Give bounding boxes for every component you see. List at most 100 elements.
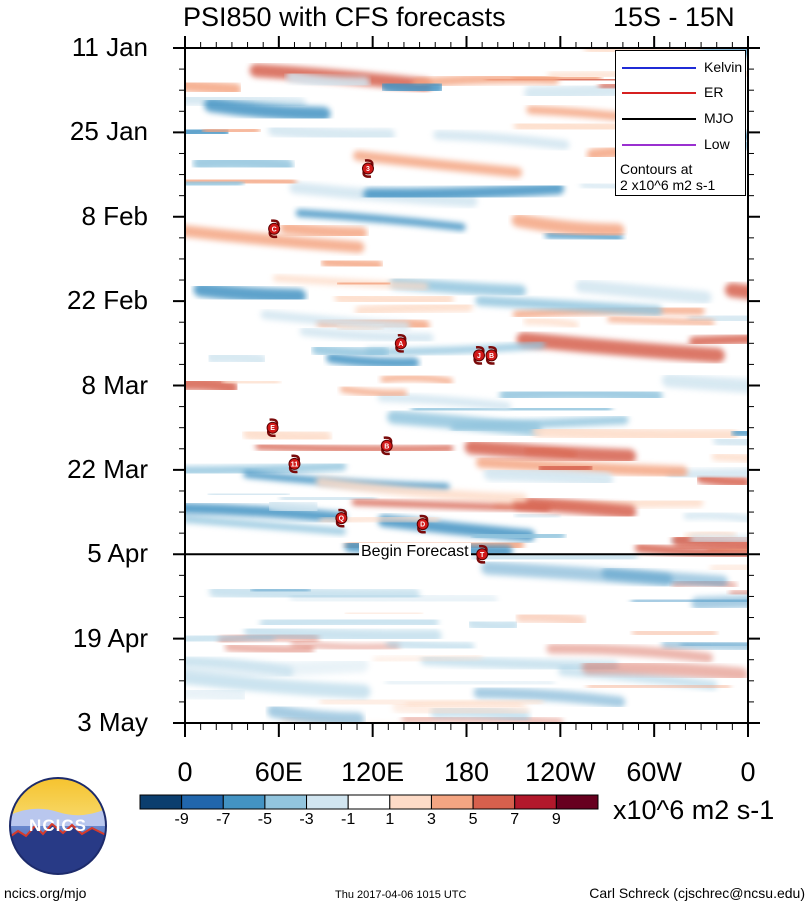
negative-anomaly-band xyxy=(475,295,663,316)
negative-anomaly-band xyxy=(285,70,371,89)
positive-anomaly-band xyxy=(464,439,637,464)
positive-anomaly-band xyxy=(185,225,365,253)
begin-forecast-label: Begin Forecast xyxy=(359,543,471,562)
storm-label: T xyxy=(480,552,485,559)
negative-anomaly-band xyxy=(185,177,244,190)
positive-anomaly-band xyxy=(709,562,748,575)
legend-label-mjo: MJO xyxy=(704,110,734,126)
negative-anomaly-band xyxy=(185,658,369,680)
colorbar-tick-label: -7 xyxy=(216,811,231,828)
negative-anomaly-band xyxy=(661,640,748,651)
y-tick-label: 19 Apr xyxy=(72,622,148,653)
x-tick-label: 0 xyxy=(177,757,193,787)
logo-text: NCICS xyxy=(29,816,87,835)
positive-anomaly-band xyxy=(689,333,748,347)
footer-author: Carl Schreck (cjschrec@ncsu.edu) xyxy=(589,885,805,901)
legend-note-line-2: 2 x10^6 m2 s-1 xyxy=(620,177,716,193)
positive-anomaly-band xyxy=(512,495,637,519)
positive-anomaly-band xyxy=(711,452,748,463)
positive-anomaly-band xyxy=(351,498,551,512)
colorbar-tick-label: 3 xyxy=(427,811,436,828)
negative-anomaly-band xyxy=(689,535,748,544)
positive-anomaly-band xyxy=(353,150,523,178)
positive-anomaly-band xyxy=(279,221,368,240)
positive-anomaly-band xyxy=(728,589,748,598)
negative-anomaly-band xyxy=(209,584,421,603)
negative-anomaly-band xyxy=(666,467,748,481)
colorbar-tick-label: -9 xyxy=(174,811,189,828)
positive-anomaly-band xyxy=(405,696,523,712)
legend-item-kelvin: Kelvin xyxy=(620,59,744,77)
y-tick-label: 22 Feb xyxy=(67,285,148,316)
positive-anomaly-band xyxy=(334,290,454,307)
negative-anomaly-band xyxy=(185,461,347,476)
colorbar-swatch xyxy=(139,794,183,810)
positive-anomaly-band xyxy=(523,317,579,329)
negative-anomaly-band xyxy=(499,386,663,403)
colorbar-tick-label: -5 xyxy=(257,811,273,828)
colorbar-swatch xyxy=(264,794,308,810)
colorbar xyxy=(139,794,599,810)
y-tick-label: 22 Mar xyxy=(67,453,148,484)
negative-anomaly-band xyxy=(267,123,396,142)
negative-anomaly-band xyxy=(661,373,748,394)
negative-anomaly-band xyxy=(481,561,673,587)
colorbar-tick-label: 1 xyxy=(385,811,395,828)
negative-anomaly-band xyxy=(299,326,434,343)
legend-line-kelvin xyxy=(622,67,696,69)
negative-anomaly-band xyxy=(266,497,321,516)
colorbar-swatch xyxy=(472,794,516,810)
negative-anomaly-band xyxy=(365,341,546,356)
negative-anomaly-band xyxy=(185,631,276,646)
storm-label: Q xyxy=(339,516,345,523)
tropical-cyclone-icon: J xyxy=(473,345,486,365)
negative-anomaly-band xyxy=(466,616,520,633)
negative-anomaly-band xyxy=(204,97,331,122)
negative-anomaly-band xyxy=(363,182,565,201)
positive-anomaly-band xyxy=(401,715,564,723)
negative-anomaly-band xyxy=(575,279,712,305)
positive-anomaly-band xyxy=(537,460,595,476)
tropical-cyclone-icon: C xyxy=(268,219,281,239)
positive-anomaly-band xyxy=(581,660,748,682)
positive-anomaly-band xyxy=(532,424,739,442)
positive-anomaly-band xyxy=(290,640,400,651)
positive-anomaly-band xyxy=(185,376,239,395)
negative-anomaly-band xyxy=(630,594,748,608)
footer-site-link[interactable]: ncics.org/mjo xyxy=(4,885,87,901)
negative-anomaly-band xyxy=(185,502,347,524)
positive-anomaly-band xyxy=(315,476,528,504)
positive-anomaly-band xyxy=(634,542,748,559)
negative-anomaly-band xyxy=(377,393,512,411)
negative-anomaly-band xyxy=(471,551,638,563)
negative-anomaly-band xyxy=(193,282,307,304)
colorbar-swatch xyxy=(306,794,349,810)
tropical-cyclone-icon: 11 xyxy=(288,454,301,474)
legend-item-er: ER xyxy=(620,84,744,102)
y-tick-label: 8 Mar xyxy=(81,369,148,400)
legend-line-low xyxy=(622,144,696,146)
positive-anomaly-band xyxy=(586,680,731,693)
legend-line-er xyxy=(622,92,696,94)
x-tick-label: 180 xyxy=(443,757,490,787)
legend-contour-note: Contours at 2 x10^6 m2 s-1 xyxy=(620,161,715,193)
tropical-cyclone-icon: B xyxy=(380,436,393,456)
colorbar-swatch xyxy=(514,794,557,810)
negative-anomaly-band xyxy=(471,528,566,544)
negative-anomaly-band xyxy=(731,427,748,437)
negative-anomaly-band xyxy=(326,352,420,369)
footer-timestamp: Thu 2017-04-06 1015 UTC xyxy=(335,889,467,901)
legend-label-low: Low xyxy=(704,136,730,152)
positive-anomaly-band xyxy=(339,385,408,398)
positive-anomaly-band xyxy=(380,374,454,385)
colorbar-swatch xyxy=(181,794,224,810)
negative-anomaly-band xyxy=(185,685,247,705)
colorbar-tick-label: -3 xyxy=(299,811,314,828)
colorbar-swatch xyxy=(555,794,599,810)
negative-anomaly-band xyxy=(410,402,613,416)
storm-label: B xyxy=(489,353,494,360)
legend-label-er: ER xyxy=(704,84,724,100)
colorbar-tick-label: 5 xyxy=(468,811,478,828)
tropical-cyclone-icon: T xyxy=(476,544,489,564)
